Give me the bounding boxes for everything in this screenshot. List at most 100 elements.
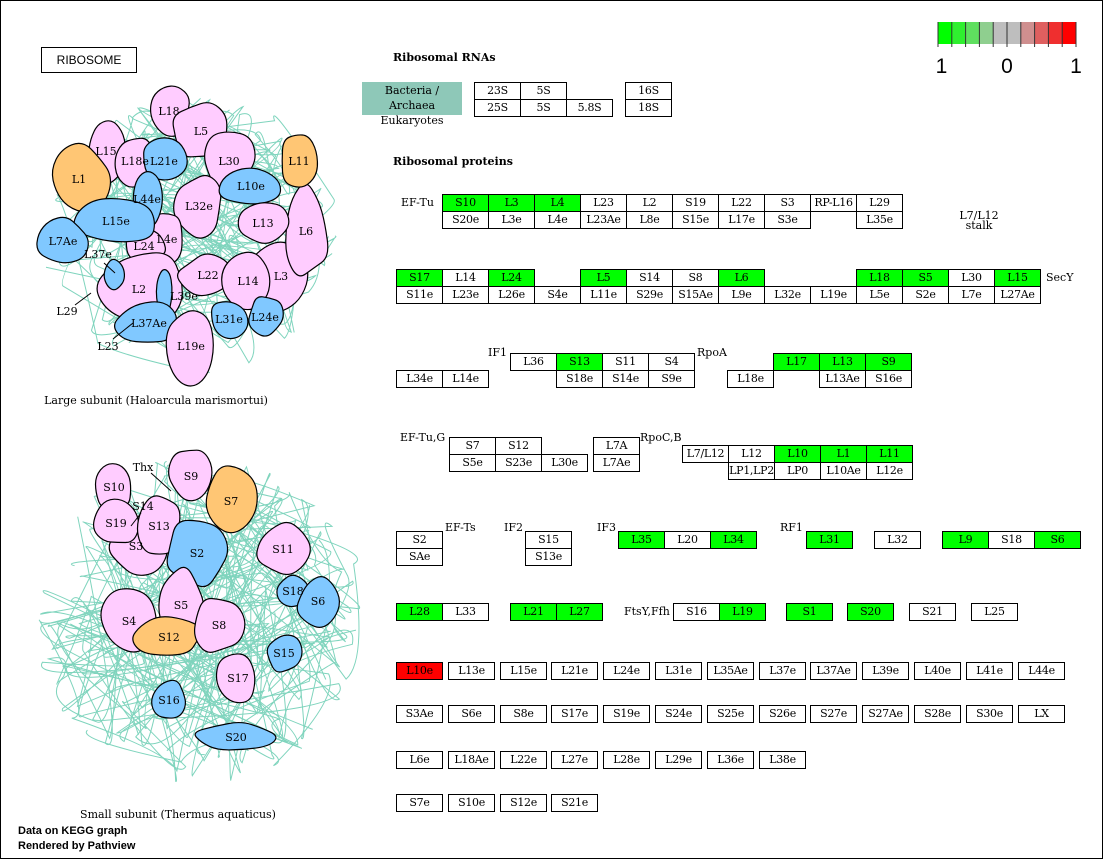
protein-box-l10e[interactable]: L10e (396, 662, 443, 680)
protein-box-l21[interactable]: L21 (510, 603, 557, 621)
protein-box-l13ae[interactable]: L13Ae (819, 370, 866, 388)
protein-box-l18ae[interactable]: L18Ae (448, 751, 495, 769)
protein-box-l36e[interactable]: L36e (707, 751, 754, 769)
protein-box-s9[interactable]: S9 (865, 353, 912, 371)
rrna-5s-euk[interactable]: 5S (520, 99, 567, 117)
protein-box-l31e[interactable]: L31e (655, 662, 702, 680)
protein-box-s17[interactable]: S17 (396, 269, 443, 287)
protein-shape-s11[interactable] (256, 521, 311, 576)
protein-box-s21e[interactable]: S21e (551, 794, 598, 812)
protein-box-l6e[interactable]: L6e (396, 751, 443, 769)
protein-box-s29e[interactable]: S29e (626, 286, 673, 304)
protein-box-s20e[interactable]: S20e (442, 211, 489, 229)
protein-box-l40e[interactable]: L40e (914, 662, 961, 680)
protein-shape-s19[interactable] (92, 498, 140, 544)
protein-box-l24e[interactable]: L24e (603, 662, 650, 680)
protein-box-s12[interactable]: S12 (495, 437, 542, 455)
protein-box-lp0[interactable]: LP0 (774, 462, 821, 480)
protein-box-s26e[interactable]: S26e (759, 705, 806, 723)
protein-box-s11[interactable]: S11 (602, 353, 649, 371)
protein-box-s12e[interactable]: S12e (500, 794, 547, 812)
protein-box-s2e[interactable]: S2e (902, 286, 949, 304)
protein-box-l5e[interactable]: L5e (856, 286, 903, 304)
protein-shape-s20[interactable] (194, 721, 277, 751)
protein-box-s4[interactable]: S4 (648, 353, 695, 371)
protein-box-l30e[interactable]: L30e (541, 454, 588, 472)
protein-box-l3e[interactable]: L3e (488, 211, 535, 229)
rrna-23s[interactable]: 23S (474, 82, 521, 100)
protein-box-l7ae[interactable]: L7Ae (593, 454, 640, 472)
protein-box-s13[interactable]: S13 (556, 353, 603, 371)
protein-box-s10[interactable]: S10 (442, 194, 489, 212)
protein-shape-l19e[interactable] (165, 310, 214, 387)
protein-box-l24[interactable]: L24 (488, 269, 535, 287)
protein-shape-s16[interactable] (151, 679, 187, 719)
protein-box-s3e[interactable]: S3e (764, 211, 811, 229)
protein-box-s6e[interactable]: S6e (448, 705, 495, 723)
protein-box-l22e[interactable]: L22e (500, 751, 547, 769)
protein-box-s14[interactable]: S14 (626, 269, 673, 287)
protein-box-l34e[interactable]: L34e (396, 370, 443, 388)
protein-box-l10[interactable]: L10 (774, 445, 821, 463)
protein-box-l35[interactable]: L35 (618, 531, 665, 549)
protein-box-l7e[interactable]: L7e (948, 286, 995, 304)
protein-box-s23e[interactable]: S23e (495, 454, 542, 472)
protein-box-l22[interactable]: L22 (718, 194, 765, 212)
protein-box-l41e[interactable]: L41e (966, 662, 1013, 680)
protein-box-l37ae[interactable]: L37Ae (810, 662, 857, 680)
protein-box-s10e[interactable]: S10e (448, 794, 495, 812)
protein-box-s14e[interactable]: S14e (602, 370, 649, 388)
protein-box-s13e[interactable]: S13e (525, 548, 572, 566)
protein-shape-l24e[interactable] (248, 296, 284, 337)
protein-box-l15[interactable]: L15 (994, 269, 1041, 287)
protein-box-l17e[interactable]: L17e (718, 211, 765, 229)
protein-box-s28e[interactable]: S28e (914, 705, 961, 723)
protein-box-l9[interactable]: L9 (942, 531, 989, 549)
protein-box-s19e[interactable]: S19e (603, 705, 650, 723)
protein-shape-l1[interactable] (51, 142, 112, 213)
protein-box-l25[interactable]: L25 (971, 603, 1018, 621)
protein-box-s24e[interactable]: S24e (655, 705, 702, 723)
protein-shape-s6[interactable] (296, 576, 341, 628)
protein-box-l18[interactable]: L18 (856, 269, 903, 287)
protein-box-rp-l16[interactable]: RP-L16 (810, 194, 857, 212)
protein-shape-s9[interactable] (168, 449, 213, 502)
rrna-5s[interactable]: 5S (520, 82, 567, 100)
protein-box-l44e[interactable]: L44e (1018, 662, 1065, 680)
protein-box-l2[interactable]: L2 (626, 194, 673, 212)
protein-shape-s8[interactable] (193, 597, 246, 653)
protein-box-l12[interactable]: L12 (728, 445, 775, 463)
protein-box-l3[interactable]: L3 (488, 194, 535, 212)
protein-box-l9e[interactable]: L9e (718, 286, 765, 304)
protein-box-s20[interactable]: S20 (847, 603, 894, 621)
protein-box-l30[interactable]: L30 (948, 269, 995, 287)
protein-box-l27[interactable]: L27 (556, 603, 603, 621)
protein-box-s16e[interactable]: S16e (865, 370, 912, 388)
protein-box-l27e[interactable]: L27e (551, 751, 598, 769)
protein-box-l29e[interactable]: L29e (655, 751, 702, 769)
protein-box-l17[interactable]: L17 (773, 353, 820, 371)
protein-shape-l21e[interactable] (143, 137, 188, 181)
protein-box-l28e[interactable]: L28e (603, 751, 650, 769)
protein-box-l23e[interactable]: L23e (442, 286, 489, 304)
protein-box-l27ae[interactable]: L27Ae (994, 286, 1041, 304)
protein-box-lp1-lp2[interactable]: LP1,LP2 (728, 462, 775, 480)
protein-box-l18e[interactable]: L18e (727, 370, 774, 388)
protein-box-l7a[interactable]: L7A (593, 437, 640, 455)
protein-shape-s15[interactable] (266, 634, 303, 673)
protein-box-s15[interactable]: S15 (525, 531, 572, 549)
protein-box-l38e[interactable]: L38e (759, 751, 806, 769)
protein-box-s18[interactable]: S18 (988, 531, 1035, 549)
protein-box-s3ae[interactable]: S3Ae (396, 705, 443, 723)
protein-box-s4e[interactable]: S4e (534, 286, 581, 304)
protein-box-l37e[interactable]: L37e (759, 662, 806, 680)
protein-box-s6[interactable]: S6 (1034, 531, 1081, 549)
protein-shape-l37e[interactable] (103, 258, 126, 291)
protein-box-s1[interactable]: S1 (786, 603, 833, 621)
protein-box-s2[interactable]: S2 (396, 531, 443, 549)
protein-box-l4e[interactable]: L4e (534, 211, 581, 229)
protein-box-l35ae[interactable]: L35Ae (707, 662, 754, 680)
protein-box-lx[interactable]: LX (1018, 705, 1065, 723)
protein-shape-s7[interactable] (205, 465, 258, 534)
rrna-18s[interactable]: 18S (625, 99, 672, 117)
